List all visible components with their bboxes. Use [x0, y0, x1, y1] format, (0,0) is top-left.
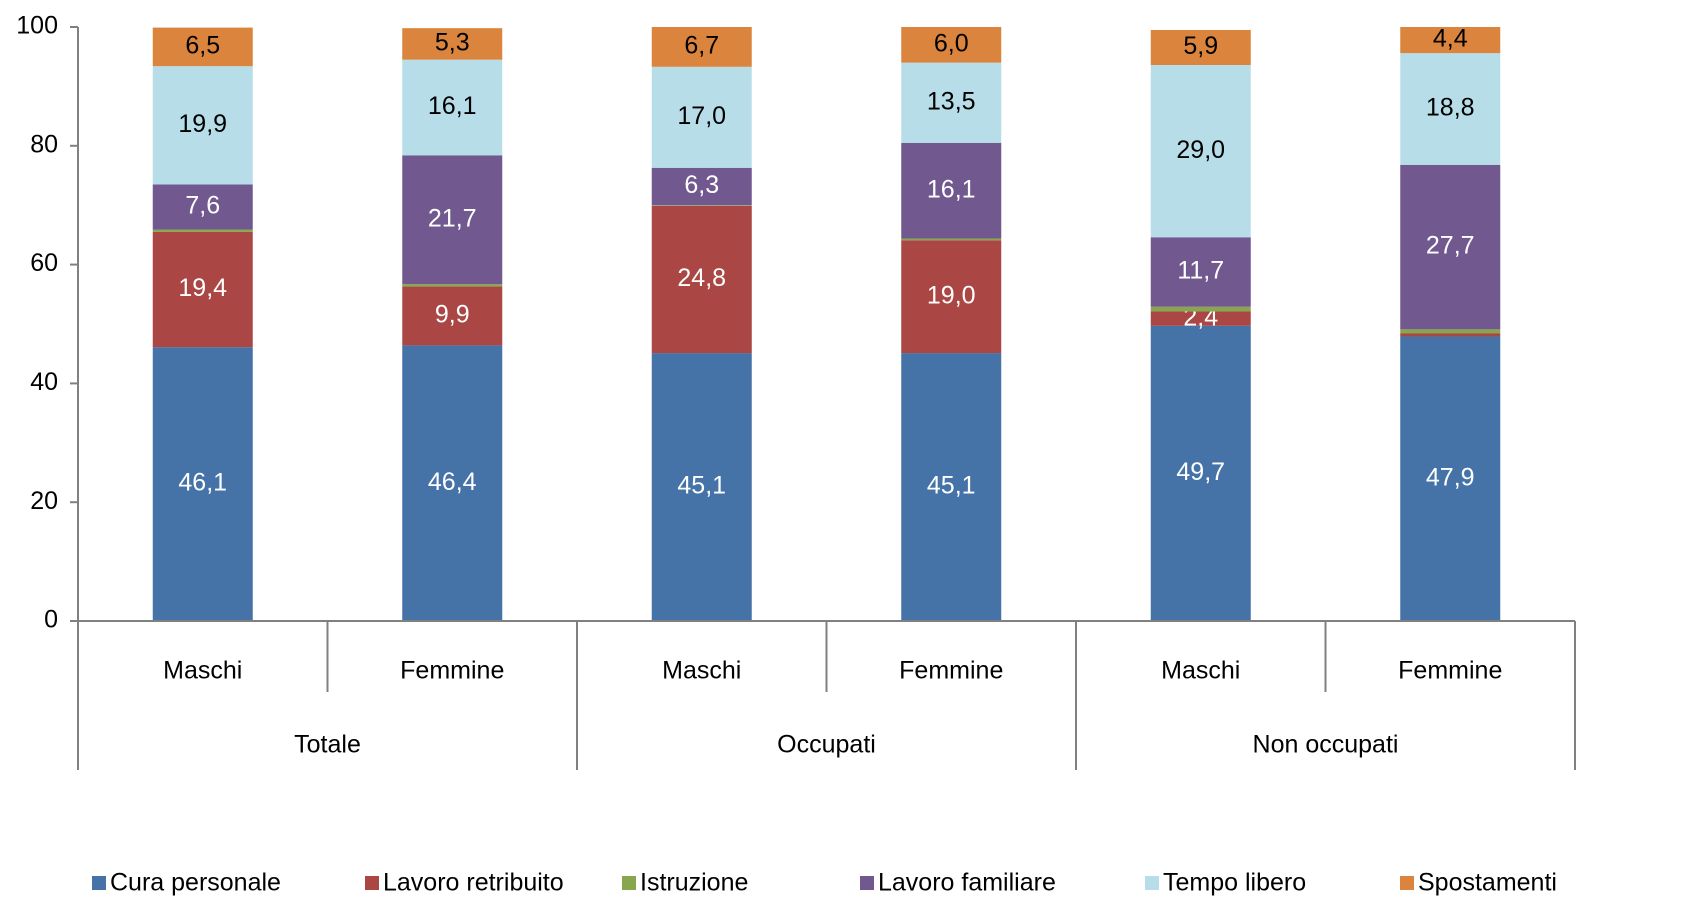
legend-label: Istruzione [640, 869, 748, 897]
x-tick-label: Femmine [1398, 657, 1502, 685]
bar-segment [152, 66, 253, 185]
bar-segment [651, 353, 752, 621]
bar-segment [901, 353, 1002, 621]
data-label: 6,5 [185, 32, 220, 60]
bar-segment [1400, 333, 1501, 337]
bar-segment [901, 62, 1002, 143]
bar-segment [1150, 325, 1251, 621]
bar-segment [152, 184, 253, 230]
bar-segment [651, 205, 752, 354]
bar-segment [402, 345, 503, 621]
data-label: 24,8 [677, 264, 726, 292]
data-label: 27,7 [1426, 232, 1475, 260]
bar-segment [152, 231, 253, 348]
legend-swatch [365, 876, 379, 890]
x-tick-label: Maschi [163, 657, 242, 685]
legend-swatch [860, 876, 874, 890]
bar-segment [1150, 65, 1251, 238]
legend-label: Tempo libero [1163, 869, 1306, 897]
y-tick-label: 80 [30, 130, 58, 158]
x-tick-label: Maschi [1161, 657, 1240, 685]
bar-segment [402, 28, 503, 60]
bar-segment [901, 240, 1002, 354]
bar-segment [651, 66, 752, 168]
legend-label: Cura personale [110, 869, 281, 897]
data-label: 49,7 [1176, 458, 1225, 486]
data-label: 9,9 [435, 301, 470, 329]
bar-segment [1150, 311, 1251, 326]
y-tick-label: 20 [30, 487, 58, 515]
bar-segment [402, 155, 503, 285]
data-label: 13,5 [927, 87, 976, 115]
bar-segment [1400, 27, 1501, 54]
data-label: 16,1 [428, 92, 477, 120]
data-label: 5,9 [1183, 32, 1218, 60]
bar-segment [152, 27, 253, 67]
bar-segment [1150, 306, 1251, 312]
data-label: 19,4 [178, 274, 227, 302]
bar-segment [1400, 329, 1501, 334]
bar-segment [1150, 237, 1251, 307]
data-label: 46,1 [178, 469, 227, 497]
data-label: 29,0 [1176, 136, 1225, 164]
bar-segment [901, 27, 1002, 63]
legend-swatch [1145, 876, 1159, 890]
legend-label: Lavoro familiare [878, 869, 1056, 897]
bar-segment [402, 284, 503, 287]
data-label: 46,4 [428, 468, 477, 496]
data-label: 17,0 [677, 102, 726, 130]
data-label: 45,1 [927, 472, 976, 500]
data-label: 6,3 [684, 171, 719, 199]
legend-swatch [1400, 876, 1414, 890]
data-label: 19,0 [927, 281, 976, 309]
bar-segment [152, 229, 253, 232]
bar-segment [651, 27, 752, 67]
data-label: 18,8 [1426, 94, 1475, 122]
x-tick-label: Femmine [400, 657, 504, 685]
bar-segment [901, 142, 1002, 239]
bar-segment [402, 286, 503, 346]
bar-segment [901, 238, 1002, 241]
data-label: 16,1 [927, 175, 976, 203]
bar-segment [651, 205, 752, 206]
data-label: 4,4 [1433, 25, 1468, 53]
data-label: 5,3 [435, 29, 470, 57]
bar-segment [1400, 336, 1501, 621]
bar-segment [651, 167, 752, 206]
x-tick-label: Femmine [899, 657, 1003, 685]
legend-label: Lavoro retribuito [383, 869, 564, 897]
group-label: Totale [294, 731, 361, 759]
legend-swatch [92, 876, 106, 890]
data-label: 7,6 [185, 192, 220, 220]
y-tick-label: 100 [16, 12, 58, 40]
legend-swatch [622, 876, 636, 890]
y-tick-label: 60 [30, 249, 58, 277]
legend-label: Spostamenti [1418, 869, 1557, 897]
y-tick-label: 0 [44, 606, 58, 634]
data-label: 19,9 [178, 110, 227, 138]
bar-segment [1400, 53, 1501, 165]
x-tick-label: Maschi [662, 657, 741, 685]
bar-segment [1400, 164, 1501, 330]
data-label: 45,1 [677, 472, 726, 500]
bar-segment [152, 347, 253, 621]
data-label: 6,0 [934, 29, 969, 57]
data-label: 11,7 [1177, 257, 1224, 285]
data-label: 21,7 [428, 204, 477, 232]
y-tick-label: 40 [30, 368, 58, 396]
group-label: Non occupati [1253, 731, 1399, 759]
data-label: 47,9 [1426, 463, 1475, 491]
bar-segment [402, 59, 503, 156]
group-label: Occupati [777, 731, 876, 759]
data-label: 6,7 [684, 32, 719, 60]
bar-segment [1150, 29, 1251, 66]
